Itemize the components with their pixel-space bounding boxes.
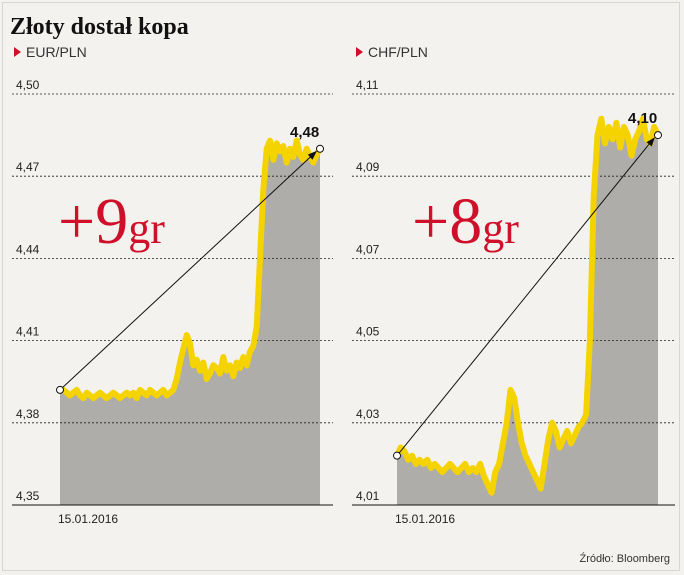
- eurpln-ytick-label: 4,38: [16, 407, 40, 421]
- eurpln-start-date-label: 15.01.2016: [58, 512, 118, 526]
- chfpln-start-point: [393, 451, 401, 460]
- chfpln-ytick-label: 4,07: [356, 242, 380, 256]
- eurpln-series-line: [57, 137, 323, 402]
- chfpln-panel-label: CHF/PLN: [356, 44, 428, 60]
- eurpln-title: EUR/PLN: [26, 44, 87, 60]
- chfpln-series-line: [394, 115, 661, 496]
- triangle-marker-icon: [14, 47, 21, 57]
- eurpln-end-point: [316, 144, 324, 153]
- eurpln-arrowhead: [307, 150, 317, 160]
- chfpln-area: [397, 121, 658, 505]
- eurpln-start-point: [56, 385, 64, 394]
- chfpln-start-date-label: 15.01.2016: [395, 512, 455, 526]
- chfpln-ytick-label: 4,05: [356, 325, 380, 339]
- eurpln-ytick-label: 4,44: [16, 242, 40, 256]
- chfpln-end-point: [654, 131, 662, 140]
- chfpln-ytick-label: 4,03: [356, 407, 380, 421]
- chfpln-end-value-label: 4,10: [628, 110, 657, 127]
- triangle-marker-icon: [356, 47, 363, 57]
- eurpln-change-label: +9gr: [58, 185, 165, 258]
- chfpln-ytick-label: 4,11: [356, 78, 379, 92]
- chfpln-change-label: +8gr: [412, 185, 519, 258]
- chfpln-ytick-label: 4,01: [356, 489, 380, 503]
- chfpln-ytick-label: 4,09: [356, 160, 380, 174]
- eurpln-ytick-label: 4,35: [16, 489, 40, 503]
- chfpln-trend-arrow: [396, 137, 655, 456]
- eurpln-panel-label: EUR/PLN: [14, 44, 87, 60]
- chfpln-title: CHF/PLN: [368, 44, 428, 60]
- eurpln-area: [60, 143, 320, 505]
- eurpln-ytick-label: 4,47: [16, 160, 40, 174]
- eurpln-trend-arrow: [59, 151, 317, 391]
- eurpln-ytick-label: 4,41: [16, 325, 40, 339]
- source-note: Źródło: Bloomberg: [579, 553, 671, 565]
- page-title: Złoty dostał kopa: [10, 14, 189, 40]
- eurpln-end-value-label: 4,48: [290, 124, 319, 141]
- chfpln-arrowhead: [646, 137, 655, 147]
- eurpln-ytick-label: 4,50: [16, 78, 40, 92]
